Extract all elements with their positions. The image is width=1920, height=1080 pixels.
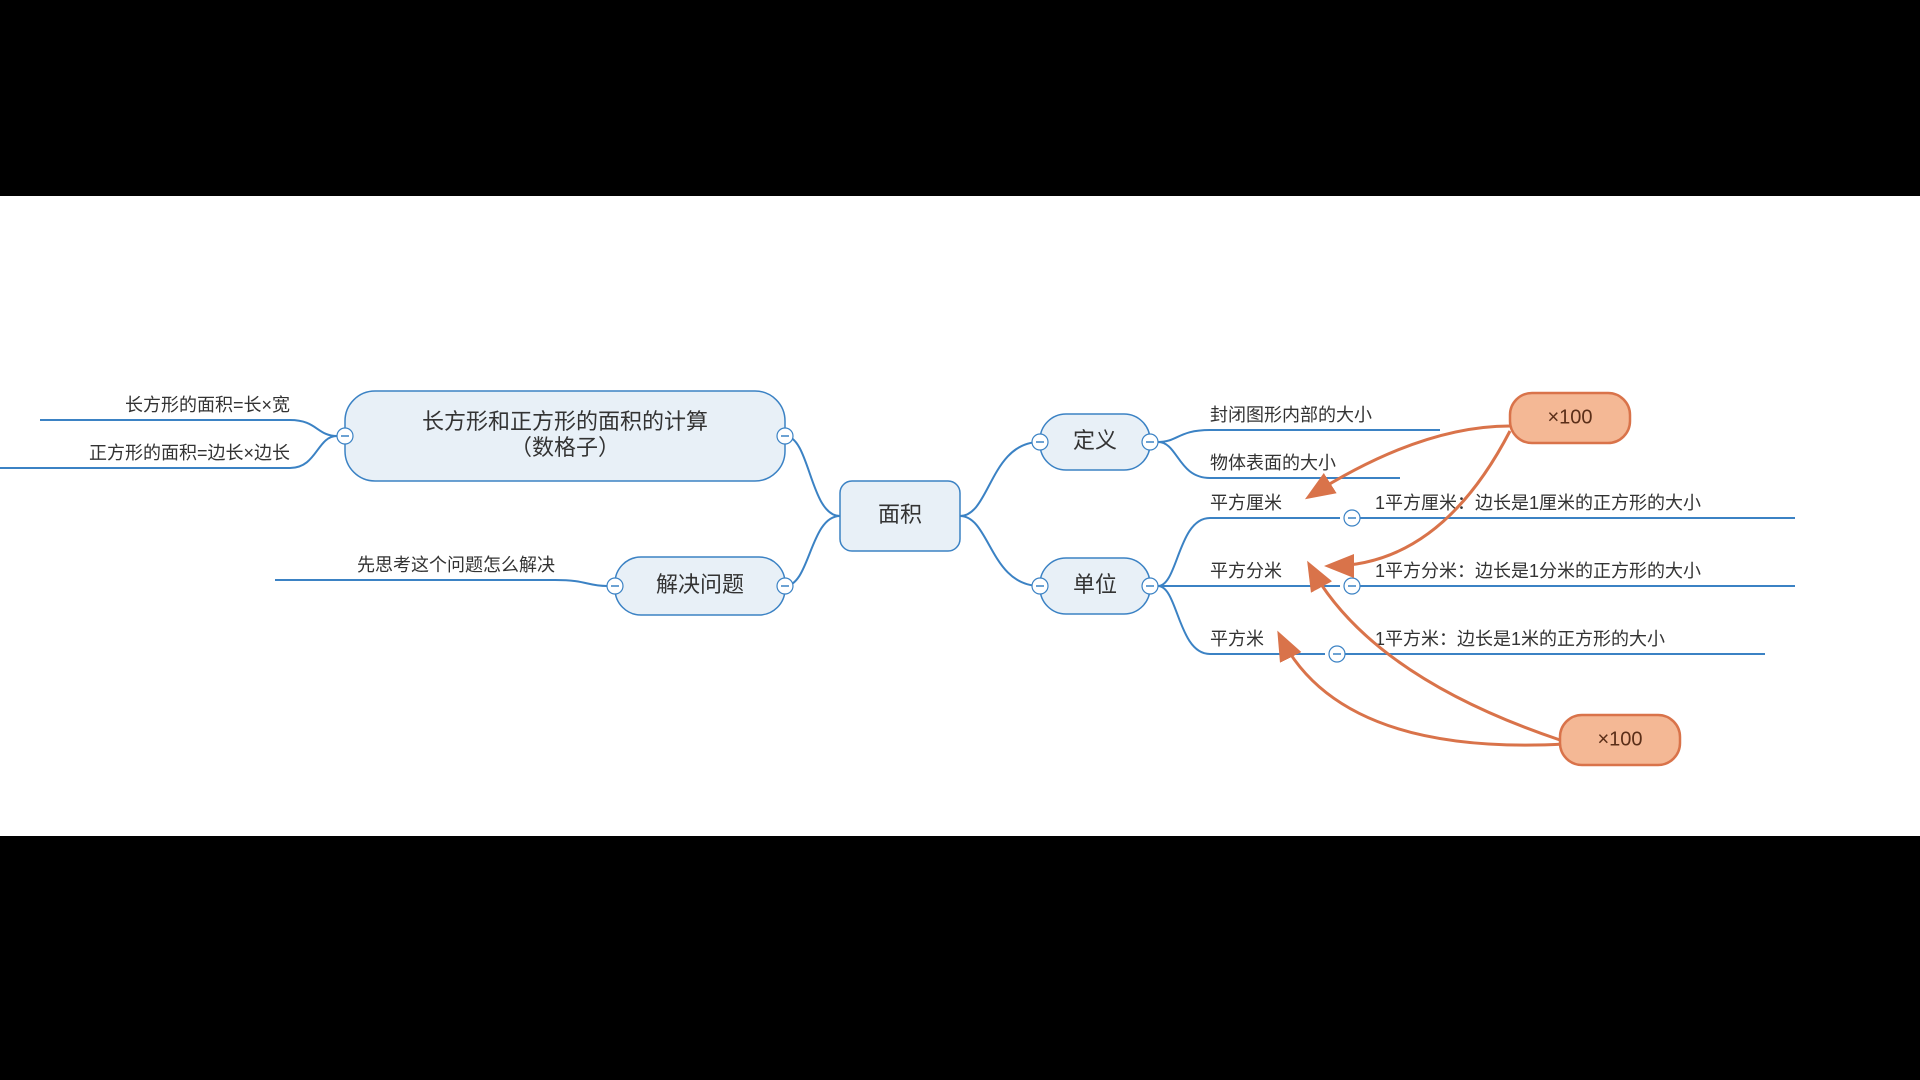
leaf-label: 封闭图形内部的大小 — [1210, 405, 1372, 425]
callout-arrow — [1310, 426, 1510, 496]
branch-label: 单位 — [1073, 572, 1117, 597]
callout-arrow — [1280, 636, 1565, 745]
mindmap-svg: 面积 长方形和正方形的面积的计算（数格子） 长方形的面积=长×宽正方形的面积=边长×… — [0, 196, 1920, 836]
leaf-label: 平方厘米 — [1210, 493, 1282, 513]
leaf-label: 正方形的面积=边长×边长 — [89, 443, 290, 463]
branch-label: 长方形和正方形的面积的计算 — [422, 409, 708, 434]
leaf-label: 平方米 — [1210, 629, 1264, 649]
leaf-child-label: 1平方分米：边长是1分米的正方形的大小 — [1375, 561, 1701, 581]
mindmap-canvas: 面积 长方形和正方形的面积的计算（数格子） 长方形的面积=长×宽正方形的面积=边长×… — [0, 196, 1920, 836]
branch-label: （数格子） — [510, 435, 620, 460]
leaf-label: 物体表面的大小 — [1210, 453, 1336, 473]
callout-label: ×100 — [1597, 728, 1642, 750]
root-label: 面积 — [878, 502, 922, 527]
leaf-child-label: 1平方厘米：边长是1厘米的正方形的大小 — [1375, 493, 1701, 513]
branch-label: 解决问题 — [656, 572, 744, 597]
leaf-child-label: 1平方米：边长是1米的正方形的大小 — [1375, 629, 1665, 649]
callout-label: ×100 — [1547, 406, 1592, 428]
branch-label: 定义 — [1073, 428, 1117, 453]
leaf-label: 平方分米 — [1210, 561, 1282, 581]
leaf-label: 长方形的面积=长×宽 — [125, 395, 290, 415]
leaf-label: 先思考这个问题怎么解决 — [357, 555, 555, 575]
